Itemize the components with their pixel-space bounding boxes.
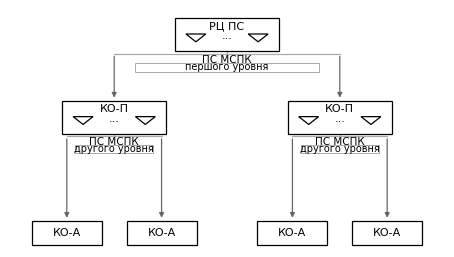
FancyBboxPatch shape [62,100,166,134]
Text: РЦ ПС: РЦ ПС [209,21,245,31]
FancyBboxPatch shape [32,221,102,245]
Text: КО-П: КО-П [100,104,128,114]
Text: другого уровня: другого уровня [300,144,380,154]
FancyBboxPatch shape [127,221,197,245]
Text: КО-А: КО-А [53,228,81,238]
Text: КО-А: КО-А [373,228,401,238]
Text: першого уровня: першого уровня [185,62,269,72]
Text: ПС МСПК: ПС МСПК [89,137,139,148]
FancyBboxPatch shape [135,63,319,71]
FancyBboxPatch shape [75,145,153,153]
Text: ...: ... [109,114,120,124]
Text: ПС МСПК: ПС МСПК [202,55,252,65]
Text: ...: ... [222,31,232,41]
FancyBboxPatch shape [175,18,279,51]
Text: КО-П: КО-П [326,104,354,114]
Text: ПС МСПК: ПС МСПК [315,137,365,148]
Text: КО-А: КО-А [278,228,306,238]
FancyBboxPatch shape [352,221,422,245]
Text: другого уровня: другого уровня [74,144,154,154]
Text: ...: ... [334,114,345,124]
Text: КО-А: КО-А [148,228,176,238]
FancyBboxPatch shape [301,145,379,153]
FancyBboxPatch shape [257,221,327,245]
FancyBboxPatch shape [288,100,392,134]
